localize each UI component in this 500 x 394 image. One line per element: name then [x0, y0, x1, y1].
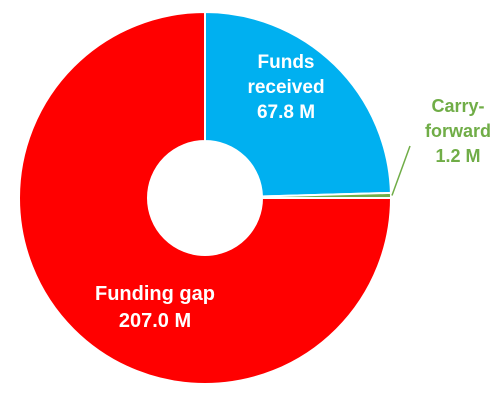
- label-line: 67.8 M: [257, 102, 315, 123]
- label-line: Funding gap: [95, 283, 215, 305]
- label-line: 1.2 M: [435, 146, 480, 166]
- label-carry-forward: Carry-forward 1.2 M: [425, 96, 491, 166]
- leader-line-carry-forward: [391, 145, 411, 196]
- label-line: received: [247, 77, 324, 98]
- slices-group: [18, 10, 393, 385]
- labels-group: Funds received 67.8 M Carry-forward 1.2 M Fun…: [95, 52, 491, 332]
- slice-funds-received: [204, 10, 392, 198]
- label-line: 207.0 M: [119, 310, 191, 332]
- label-line: Carry-: [431, 96, 484, 116]
- label-funding-gap: Funding gap 207.0 M: [95, 283, 215, 332]
- label-line: forward: [425, 121, 491, 141]
- slice-funding-gap: [18, 10, 393, 385]
- label-funds-received: Funds received 67.8 M: [247, 52, 324, 123]
- label-line: Funds: [258, 52, 315, 73]
